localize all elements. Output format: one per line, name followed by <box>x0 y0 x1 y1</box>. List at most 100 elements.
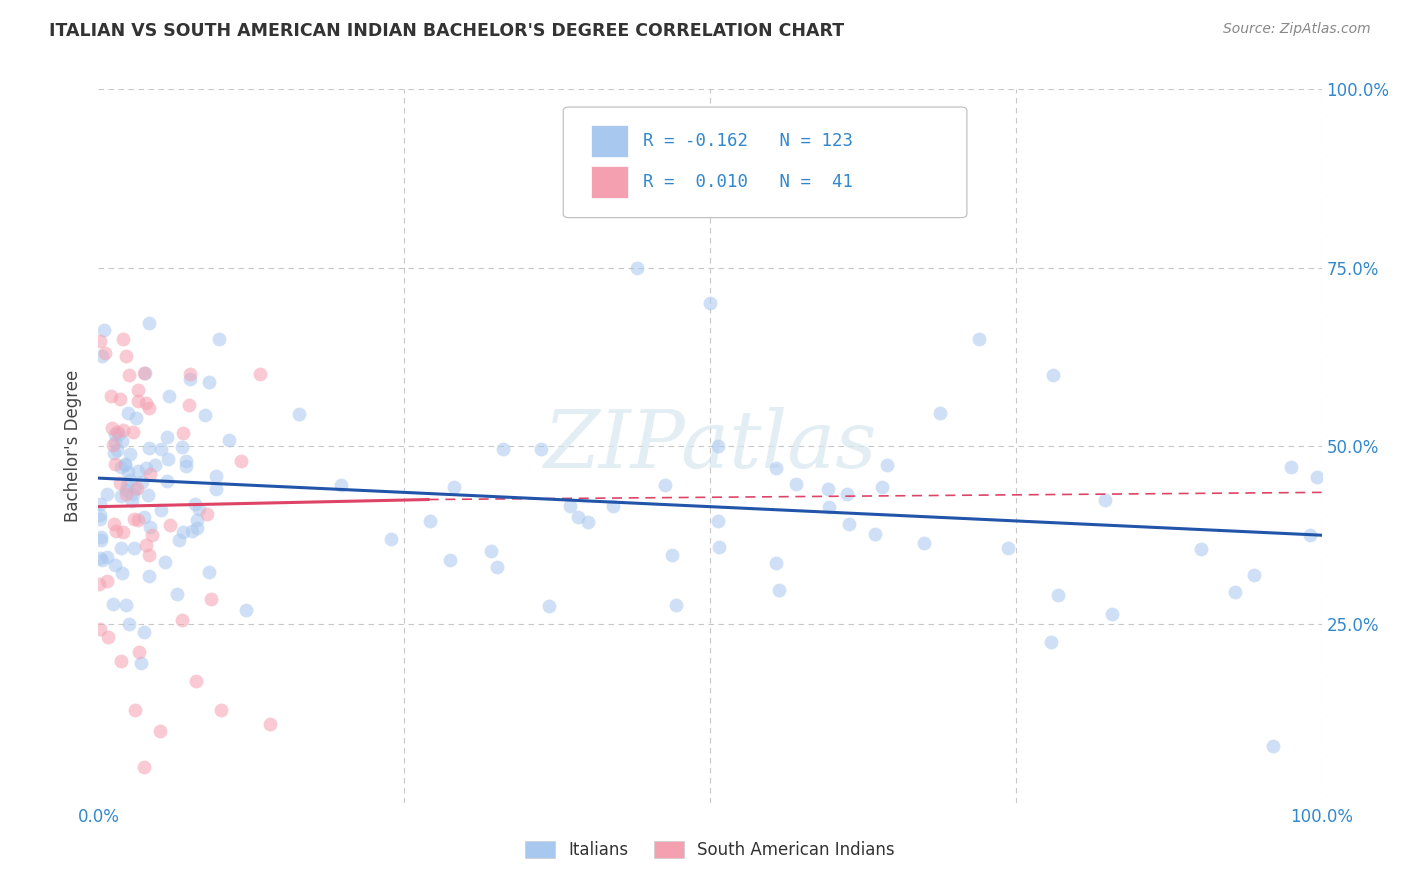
Point <box>204 483 226 497</box>
Legend: Italians, South American Indians: Italians, South American Indians <box>519 834 901 866</box>
Point <box>765 556 787 570</box>
Point <box>176 453 198 467</box>
Point <box>103 438 125 452</box>
Point <box>209 703 232 717</box>
Point <box>157 452 180 467</box>
Point <box>166 587 188 601</box>
Point <box>218 433 240 447</box>
Point <box>124 482 146 496</box>
Point <box>136 488 159 502</box>
Point <box>172 440 194 454</box>
Point <box>172 426 194 441</box>
Point <box>380 532 402 546</box>
Point <box>112 423 135 437</box>
Point <box>654 478 676 492</box>
Point <box>187 501 209 516</box>
Point <box>912 535 935 549</box>
Point <box>107 426 129 441</box>
Point <box>198 375 221 389</box>
Point <box>110 489 132 503</box>
Point <box>1279 460 1302 475</box>
Point <box>179 372 201 386</box>
FancyBboxPatch shape <box>564 107 967 218</box>
Point <box>104 558 127 573</box>
Point <box>128 645 150 659</box>
Point <box>110 460 132 475</box>
Point <box>138 317 160 331</box>
Point <box>111 525 134 540</box>
Point <box>104 426 127 441</box>
Point <box>229 454 252 468</box>
Point <box>134 366 156 380</box>
Point <box>1299 528 1322 542</box>
Point <box>90 350 112 364</box>
Point <box>90 533 112 547</box>
Point <box>111 566 134 581</box>
Point <box>576 515 599 529</box>
Point <box>602 499 624 513</box>
Point <box>149 503 172 517</box>
Point <box>135 396 157 410</box>
Point <box>765 461 787 475</box>
Point <box>153 555 176 569</box>
Point <box>179 398 201 412</box>
Point <box>785 476 807 491</box>
Point <box>100 420 122 434</box>
Point <box>204 469 226 483</box>
Point <box>114 457 136 471</box>
Point <box>104 458 127 472</box>
Bar <box>592 166 628 198</box>
Point <box>156 430 179 444</box>
Point <box>129 656 152 670</box>
Point <box>131 475 153 489</box>
Point <box>1040 635 1063 649</box>
Point <box>1189 542 1212 557</box>
Point <box>443 479 465 493</box>
Point <box>103 597 125 611</box>
Point <box>105 443 128 458</box>
Point <box>115 349 138 363</box>
Point <box>114 487 136 501</box>
Point <box>156 474 179 488</box>
Point <box>138 568 160 582</box>
Point <box>115 477 138 491</box>
Point <box>707 540 730 554</box>
Point <box>863 526 886 541</box>
Point <box>1223 584 1246 599</box>
Point <box>122 512 145 526</box>
Point <box>118 473 141 487</box>
Point <box>838 517 860 532</box>
Point <box>132 366 155 380</box>
Point <box>93 322 115 336</box>
Point <box>103 446 125 460</box>
Point <box>89 497 111 511</box>
Point <box>96 486 118 500</box>
Point <box>197 565 219 579</box>
Point <box>1094 493 1116 508</box>
Point <box>439 553 461 567</box>
Point <box>104 524 127 538</box>
Point <box>207 332 229 346</box>
Point <box>748 182 770 196</box>
Point <box>870 479 893 493</box>
Point <box>288 408 311 422</box>
Point <box>114 483 136 498</box>
Point <box>117 465 139 479</box>
Point <box>96 574 118 588</box>
Point <box>108 392 131 406</box>
Point <box>127 393 149 408</box>
Point <box>104 435 127 450</box>
Point <box>235 603 257 617</box>
Point <box>89 508 111 522</box>
Text: ITALIAN VS SOUTH AMERICAN INDIAN BACHELOR'S DEGREE CORRELATION CHART: ITALIAN VS SOUTH AMERICAN INDIAN BACHELO… <box>49 22 845 40</box>
Y-axis label: Bachelor's Degree: Bachelor's Degree <box>65 370 83 522</box>
Point <box>111 332 134 346</box>
Point <box>172 524 194 539</box>
Point <box>876 458 898 473</box>
Point <box>115 598 138 612</box>
Point <box>89 511 111 525</box>
Point <box>1047 588 1070 602</box>
Point <box>127 384 149 398</box>
Point <box>87 577 110 591</box>
Point <box>530 442 553 456</box>
